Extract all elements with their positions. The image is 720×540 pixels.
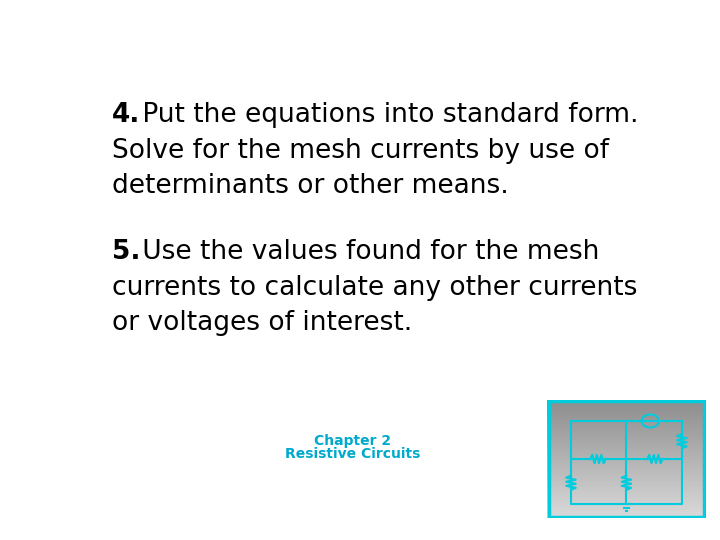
Text: or voltages of interest.: or voltages of interest. bbox=[112, 310, 413, 336]
Text: Resistive Circuits: Resistive Circuits bbox=[284, 447, 420, 461]
Text: Chapter 2: Chapter 2 bbox=[314, 434, 391, 448]
Text: Put the equations into standard form.: Put the equations into standard form. bbox=[135, 102, 639, 128]
Text: 4.: 4. bbox=[112, 102, 140, 128]
Text: Use the values found for the mesh: Use the values found for the mesh bbox=[135, 239, 600, 266]
Text: Solve for the mesh currents by use of: Solve for the mesh currents by use of bbox=[112, 138, 609, 164]
Text: determinants or other means.: determinants or other means. bbox=[112, 173, 509, 199]
Text: currents to calculate any other currents: currents to calculate any other currents bbox=[112, 275, 638, 301]
Text: 5.: 5. bbox=[112, 239, 141, 266]
